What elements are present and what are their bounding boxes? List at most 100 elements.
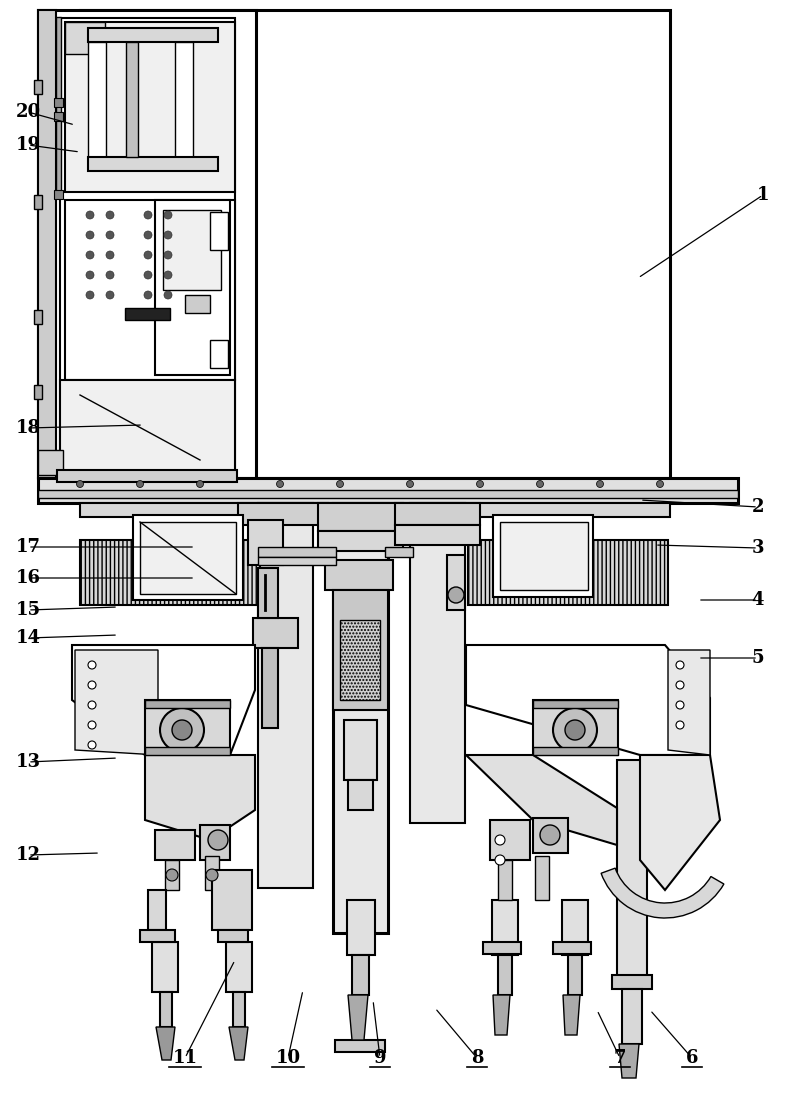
Bar (493, 515, 593, 597)
Bar (226, 942, 252, 991)
Circle shape (144, 271, 152, 279)
Text: 12: 12 (15, 845, 41, 864)
Circle shape (106, 251, 114, 259)
Bar (352, 955, 369, 995)
Circle shape (106, 291, 114, 299)
Circle shape (448, 587, 464, 603)
Circle shape (106, 231, 114, 239)
Circle shape (565, 720, 585, 740)
Bar (54, 190, 63, 199)
Bar (395, 503, 480, 525)
Bar (152, 942, 178, 991)
Circle shape (164, 211, 172, 219)
Circle shape (88, 741, 96, 749)
Circle shape (144, 211, 152, 219)
Circle shape (172, 720, 192, 740)
Bar (617, 760, 647, 981)
Polygon shape (348, 995, 368, 1040)
Bar (38, 490, 738, 498)
Circle shape (77, 481, 83, 488)
Bar (38, 10, 56, 478)
Bar (533, 818, 568, 853)
Circle shape (88, 701, 96, 709)
Text: 11: 11 (173, 1049, 198, 1067)
Bar (88, 29, 218, 42)
Text: 16: 16 (15, 569, 41, 587)
Circle shape (495, 834, 505, 845)
Circle shape (676, 721, 684, 729)
Circle shape (537, 481, 543, 488)
Circle shape (676, 701, 684, 709)
Polygon shape (72, 645, 255, 755)
Bar (34, 385, 42, 399)
Circle shape (86, 211, 94, 219)
Bar (248, 520, 283, 565)
Bar (500, 522, 588, 590)
Circle shape (657, 481, 663, 488)
Circle shape (144, 231, 152, 239)
Bar (148, 890, 166, 930)
Circle shape (337, 481, 343, 488)
Bar (492, 900, 518, 955)
Circle shape (88, 681, 96, 690)
Text: 5: 5 (752, 649, 764, 666)
Bar (210, 212, 228, 250)
Bar (80, 540, 260, 605)
Polygon shape (466, 755, 617, 845)
Bar (88, 157, 218, 171)
Bar (133, 515, 243, 600)
Bar (38, 450, 63, 475)
Bar (347, 900, 375, 955)
Text: 1: 1 (757, 186, 770, 204)
Circle shape (86, 231, 94, 239)
Bar (533, 701, 618, 708)
Circle shape (477, 481, 483, 488)
Bar (258, 568, 278, 618)
Bar (38, 478, 738, 503)
Bar (258, 557, 336, 565)
Polygon shape (640, 755, 720, 890)
Bar (80, 10, 670, 478)
Bar (348, 780, 373, 810)
Bar (145, 747, 230, 755)
Text: 9: 9 (374, 1049, 386, 1067)
Bar (126, 42, 138, 157)
Circle shape (166, 869, 178, 881)
Bar (155, 830, 195, 860)
Text: 10: 10 (275, 1049, 301, 1067)
Text: 8: 8 (470, 1049, 483, 1067)
Circle shape (86, 251, 94, 259)
Text: 18: 18 (15, 419, 41, 437)
Circle shape (144, 251, 152, 259)
Bar (238, 503, 328, 525)
Polygon shape (466, 645, 710, 755)
Bar (218, 930, 248, 942)
Bar (490, 820, 530, 860)
Circle shape (553, 708, 597, 752)
Bar (34, 80, 42, 94)
Bar (447, 554, 465, 610)
Bar (56, 16, 61, 192)
Circle shape (676, 661, 684, 669)
Circle shape (164, 251, 172, 259)
Bar (155, 200, 230, 376)
Circle shape (495, 855, 505, 865)
Circle shape (86, 291, 94, 299)
Bar (553, 942, 591, 954)
Polygon shape (493, 995, 510, 1035)
Bar (145, 701, 230, 755)
Circle shape (540, 825, 560, 845)
Bar (65, 200, 235, 380)
Circle shape (164, 231, 172, 239)
Text: 19: 19 (15, 136, 41, 154)
Text: 2: 2 (752, 498, 764, 516)
Bar (410, 503, 465, 824)
Bar (38, 10, 256, 478)
Bar (325, 560, 393, 590)
Bar (335, 1040, 385, 1052)
Bar (34, 310, 42, 324)
Polygon shape (619, 1044, 639, 1078)
Bar (535, 856, 549, 900)
Bar (562, 900, 588, 955)
Bar (318, 503, 403, 531)
